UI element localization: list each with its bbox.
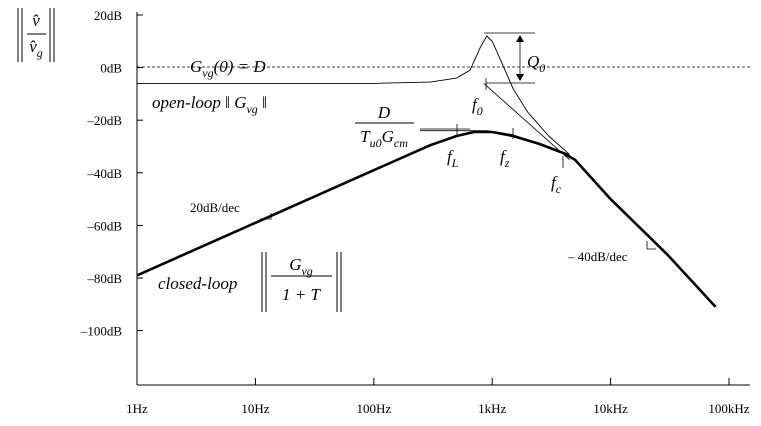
y-label: v̂ xyxy=(32,11,40,30)
x-tick-label: 100kHz xyxy=(708,401,749,416)
x-tick-label: 10kHz xyxy=(593,401,628,416)
annotation-part: 20dB/dec xyxy=(190,200,240,215)
annotation-part: – 40dB/dec xyxy=(567,249,628,264)
annotation-part: ‖ xyxy=(258,93,267,112)
annotation: fc xyxy=(551,173,562,196)
y-tick-label: 0dB xyxy=(100,61,122,76)
annotation: 20dB/dec xyxy=(190,200,240,215)
annotation-part: 0 xyxy=(477,104,483,118)
annotation-part: T xyxy=(360,127,371,146)
annotation-part: G xyxy=(190,57,202,76)
annotation-part: v̂ xyxy=(29,37,37,56)
x-tick-label: 1Hz xyxy=(126,401,148,416)
annotation: 1 + T xyxy=(282,285,321,304)
annotation-part: g xyxy=(37,46,43,60)
annotation-part: closed-loop xyxy=(158,274,237,293)
annotation: Q0 xyxy=(527,52,545,75)
annotation-part: D xyxy=(377,103,391,122)
annotation-part: open-loop ‖ G xyxy=(152,93,246,112)
annotation: f0 xyxy=(472,95,483,118)
annotation-part: z xyxy=(504,156,510,170)
annotation-part: vg xyxy=(301,264,312,278)
curve xyxy=(483,83,570,160)
x-tick-label: 100Hz xyxy=(356,401,391,416)
annotation: – 40dB/dec xyxy=(567,249,628,264)
annotation-part: u0 xyxy=(370,136,382,150)
annotation-part: cm xyxy=(394,136,408,150)
annotation-part: vg xyxy=(202,66,213,80)
annotation-part: c xyxy=(556,182,562,196)
curve xyxy=(136,130,717,308)
annotation-part: f xyxy=(500,147,507,166)
annotation: open-loop ‖ Gvg ‖ xyxy=(152,93,267,116)
annotation-part: G xyxy=(289,255,301,274)
annotation-part: L xyxy=(451,156,459,170)
annotation-part: 1 + T xyxy=(282,285,321,304)
annotation: closed-loop xyxy=(158,274,237,293)
y-tick-label: 20dB xyxy=(94,8,123,23)
annotation: Tu0Gcm xyxy=(360,127,408,150)
curve xyxy=(137,35,570,155)
curve xyxy=(419,130,570,155)
y-tick-label: –40dB xyxy=(86,166,122,181)
annotation: v̂g xyxy=(29,37,43,60)
annotation: Gvg xyxy=(289,255,313,278)
annotation: fz xyxy=(500,147,510,170)
annotation-part: f xyxy=(447,147,454,166)
annotation-part: (0) = D xyxy=(214,57,267,76)
y-tick-label: –100dB xyxy=(80,324,123,339)
slope-marker xyxy=(646,241,656,250)
annotation-part: G xyxy=(382,127,394,146)
annotation-part: f xyxy=(472,95,479,114)
annotation-part: 0 xyxy=(539,61,545,75)
y-tick-label: –20dB xyxy=(86,113,122,128)
y-tick-label: –60dB xyxy=(86,218,122,233)
annotation: D xyxy=(377,103,391,122)
annotation-part: vg xyxy=(246,102,257,116)
annotation: fL xyxy=(447,147,459,170)
x-tick-label: 1kHz xyxy=(478,401,506,416)
x-tick-label: 10Hz xyxy=(241,401,269,416)
y-tick-label: –80dB xyxy=(86,271,122,286)
annotation: Gvg(0) = D xyxy=(190,57,266,80)
annotation-part: f xyxy=(551,173,558,192)
annotation-part: Q xyxy=(527,52,539,71)
